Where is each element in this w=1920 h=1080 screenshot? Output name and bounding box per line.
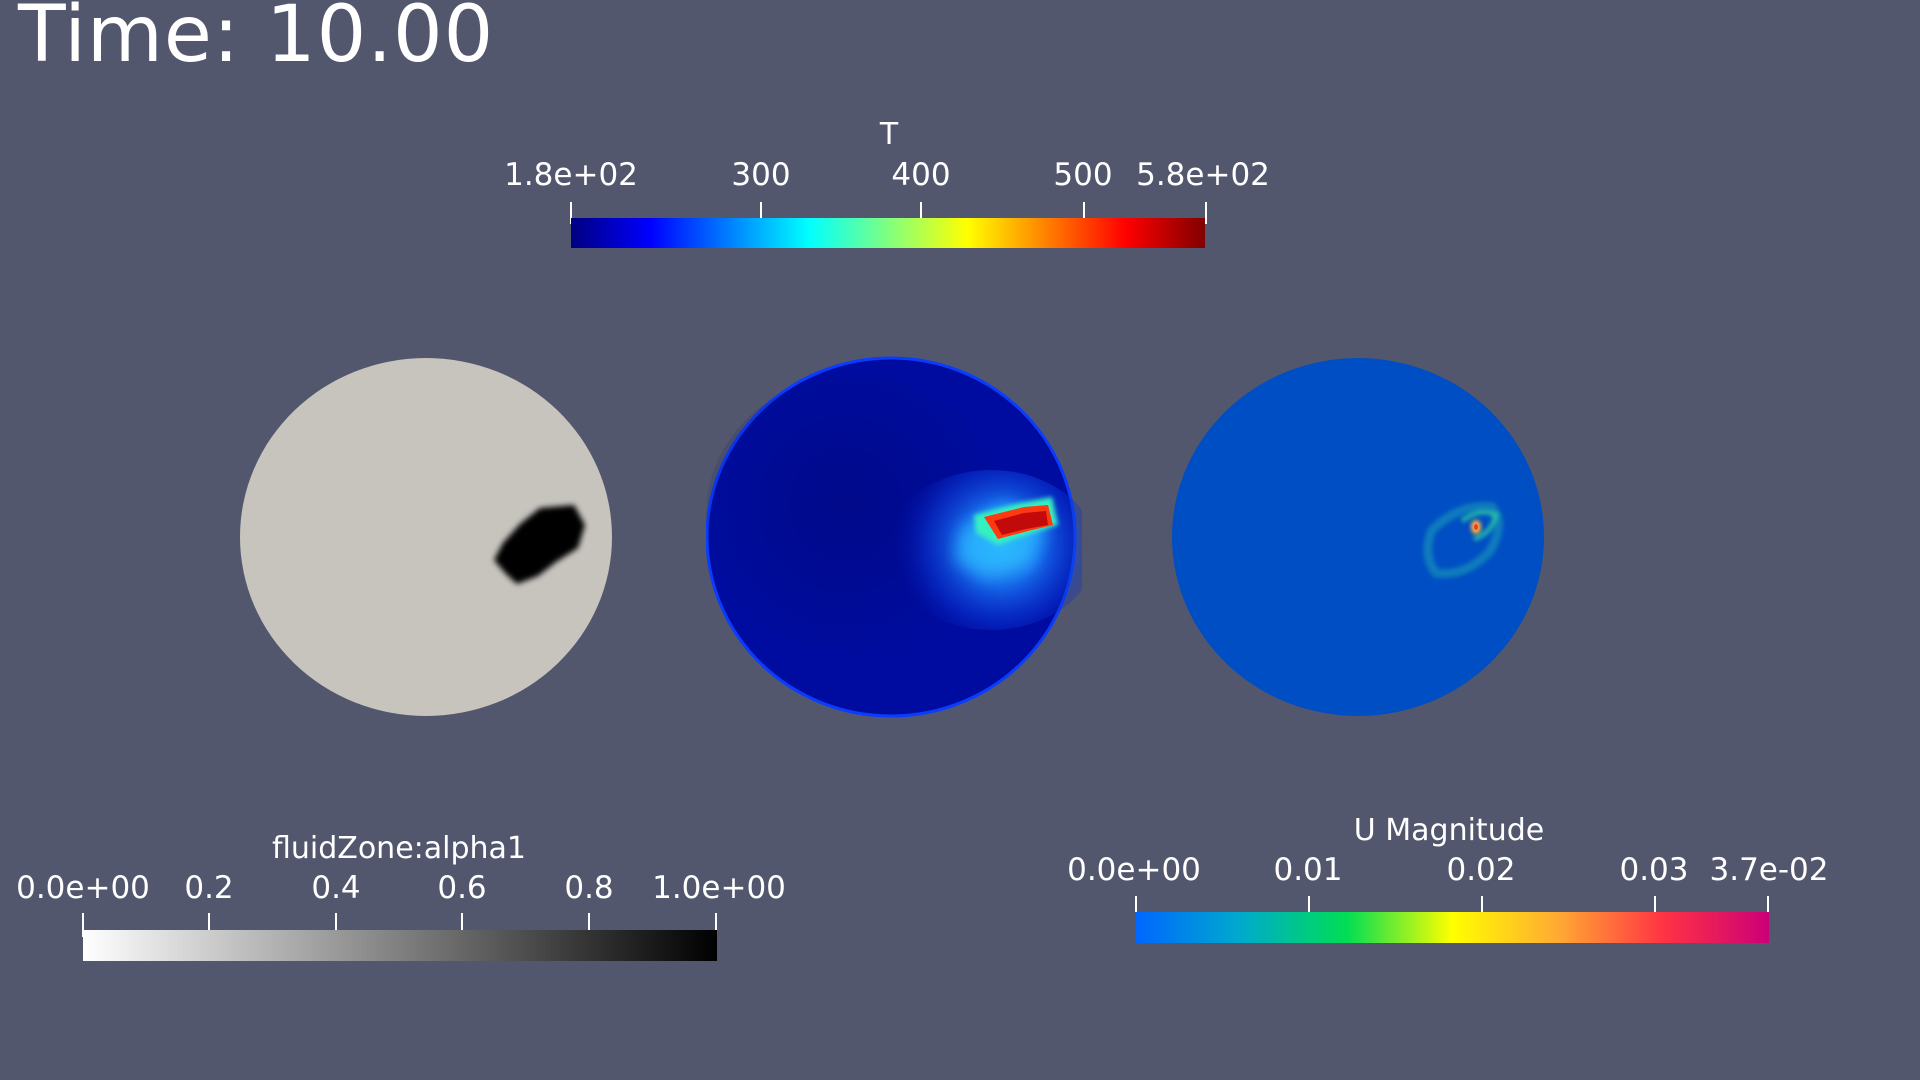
velocity-disc (1172, 358, 1544, 716)
alpha-tick-mark (588, 913, 590, 937)
temperature-tick-label: 5.8e+02 (1136, 157, 1270, 193)
alpha-tick-label: 1.0e+00 (652, 870, 786, 906)
velocity-interface-arc (1460, 509, 1499, 542)
alpha-tick-label: 0.2 (184, 870, 234, 906)
velocity-tick-label: 0.02 (1446, 852, 1516, 888)
alpha-tick-label: 0.0e+00 (16, 870, 150, 906)
velocity-tick-label: 0.01 (1273, 852, 1343, 888)
velocity-colorbar-title: U Magnitude (1353, 813, 1545, 848)
velocity-tick-label: 0.0e+00 (1067, 852, 1201, 888)
alpha-colorbar-gradient (83, 930, 717, 961)
velocity-interface-ring (1423, 501, 1503, 579)
alpha-tick-mark (208, 913, 210, 937)
temperature-tick-mark (760, 202, 762, 224)
temperature-tick-label: 400 (891, 157, 951, 193)
alpha-tick-mark (335, 913, 337, 937)
velocity-tick-mark (1767, 896, 1769, 920)
temperature-tick-mark (1083, 202, 1085, 224)
temperature-tick-mark (920, 202, 922, 224)
temperature-tick-label: 300 (731, 157, 791, 193)
alpha-interface-blob (494, 505, 585, 584)
time-annotation: Time: 10.00 (18, 0, 495, 80)
velocity-tick-mark (1481, 896, 1483, 920)
alpha-view[interactable] (238, 355, 614, 719)
alpha-tick-mark (461, 913, 463, 937)
velocity-view[interactable] (1170, 355, 1546, 719)
alpha-tick-mark (82, 913, 84, 937)
velocity-tick-label: 0.03 (1619, 852, 1689, 888)
velocity-tick-mark (1308, 896, 1310, 920)
temperature-tick-label: 500 (1053, 157, 1113, 193)
temperature-colorbar-gradient (571, 218, 1205, 248)
temperature-tick-mark (1205, 202, 1207, 224)
alpha-colorbar-title: fluidZone:alpha1 (271, 831, 527, 866)
alpha-tick-label: 0.8 (564, 870, 614, 906)
temperature-hotspot-core (994, 511, 1048, 535)
alpha-tick-label: 0.6 (437, 870, 487, 906)
alpha-tick-label: 0.4 (311, 870, 361, 906)
velocity-tick-label: 3.7e-02 (1709, 852, 1829, 888)
velocity-tick-mark (1654, 896, 1656, 920)
alpha-tick-mark (715, 913, 717, 937)
temperature-colorbar-title: T (879, 117, 899, 152)
temperature-tick-mark (570, 202, 572, 224)
temperature-view[interactable] (706, 355, 1082, 719)
velocity-peak-core (1474, 524, 1478, 530)
temperature-tick-label: 1.8e+02 (504, 157, 638, 193)
velocity-tick-mark (1135, 896, 1137, 920)
velocity-colorbar-gradient (1135, 912, 1769, 943)
alpha-disc (240, 358, 612, 716)
